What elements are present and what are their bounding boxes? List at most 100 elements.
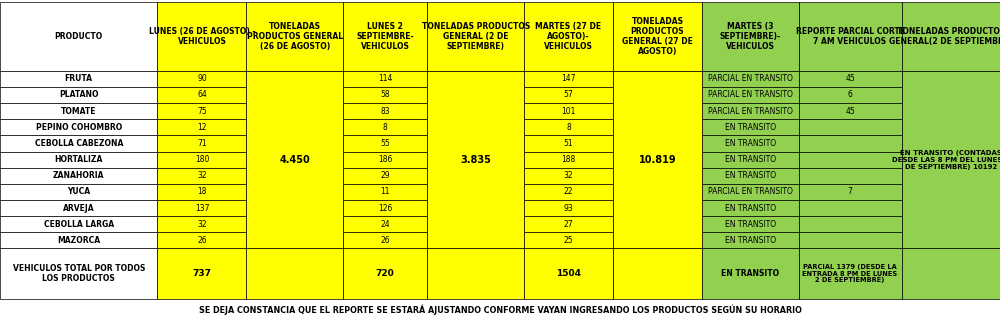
Text: 57: 57: [564, 91, 573, 100]
Bar: [246, 184, 343, 200]
Text: TONELADAS
PRODUCTOS GENERAL
(26 DE AGOSTO): TONELADAS PRODUCTOS GENERAL (26 DE AGOST…: [247, 22, 343, 51]
Bar: [799, 168, 902, 184]
Bar: [427, 71, 524, 249]
Text: 24: 24: [380, 220, 390, 229]
Bar: [157, 152, 246, 168]
Bar: [524, 2, 613, 71]
Bar: [246, 71, 343, 87]
Bar: [343, 87, 427, 103]
Bar: [613, 119, 702, 135]
Bar: [902, 71, 1000, 87]
Bar: [702, 232, 799, 249]
Bar: [613, 2, 702, 71]
Bar: [427, 71, 524, 87]
Bar: [524, 119, 613, 135]
Bar: [524, 184, 613, 200]
Text: EN TRANSITO: EN TRANSITO: [725, 236, 776, 245]
Text: 29: 29: [380, 171, 390, 180]
Text: HORTALIZA: HORTALIZA: [55, 155, 103, 164]
Bar: [702, 184, 799, 200]
Bar: [427, 249, 524, 299]
Bar: [799, 152, 902, 168]
Bar: [702, 152, 799, 168]
Text: 64: 64: [197, 91, 207, 100]
Text: SE DEJA CONSTANCIA QUE EL REPORTE SE ESTARÁ AJUSTANDO CONFORME VAYAN INGRESANDO : SE DEJA CONSTANCIA QUE EL REPORTE SE EST…: [199, 305, 801, 315]
Text: CEBOLLA CABEZONA: CEBOLLA CABEZONA: [35, 139, 123, 148]
Bar: [157, 184, 246, 200]
Text: PLATANO: PLATANO: [59, 91, 98, 100]
Bar: [613, 87, 702, 103]
Bar: [0, 71, 157, 87]
Bar: [343, 119, 427, 135]
Bar: [246, 135, 343, 152]
Bar: [799, 135, 902, 152]
Bar: [524, 200, 613, 216]
Bar: [902, 103, 1000, 119]
Bar: [902, 184, 1000, 200]
Bar: [799, 87, 902, 103]
Text: 180: 180: [195, 155, 209, 164]
Text: 8: 8: [383, 123, 388, 132]
Bar: [613, 71, 702, 249]
Bar: [799, 249, 902, 299]
Text: 45: 45: [845, 107, 855, 115]
Text: MAZORCA: MAZORCA: [57, 236, 100, 245]
Text: 186: 186: [378, 155, 392, 164]
Bar: [524, 216, 613, 232]
Bar: [343, 152, 427, 168]
Bar: [702, 71, 799, 87]
Bar: [246, 119, 343, 135]
Bar: [0, 184, 157, 200]
Bar: [702, 135, 799, 152]
Bar: [0, 152, 157, 168]
Bar: [427, 168, 524, 184]
Bar: [0, 103, 157, 119]
Bar: [702, 200, 799, 216]
Text: 26: 26: [380, 236, 390, 245]
Text: 3.835: 3.835: [460, 155, 491, 165]
Text: 32: 32: [197, 220, 207, 229]
Text: 83: 83: [380, 107, 390, 115]
Text: 32: 32: [564, 171, 573, 180]
Text: 55: 55: [380, 139, 390, 148]
Text: 71: 71: [197, 139, 207, 148]
Bar: [157, 216, 246, 232]
Text: 126: 126: [378, 204, 392, 212]
Text: ZANAHORIA: ZANAHORIA: [53, 171, 104, 180]
Bar: [902, 2, 1000, 71]
Bar: [524, 87, 613, 103]
Text: FRUTA: FRUTA: [65, 74, 93, 83]
Bar: [157, 200, 246, 216]
Bar: [902, 232, 1000, 249]
Text: 720: 720: [376, 269, 395, 278]
Bar: [524, 249, 613, 299]
Bar: [702, 2, 799, 71]
Text: 6: 6: [848, 91, 852, 100]
Bar: [427, 119, 524, 135]
Bar: [343, 249, 427, 299]
Text: 22: 22: [564, 188, 573, 197]
Bar: [343, 232, 427, 249]
Bar: [702, 87, 799, 103]
Text: PEPINO COHOMBRO: PEPINO COHOMBRO: [36, 123, 122, 132]
Bar: [902, 119, 1000, 135]
Text: TOMATE: TOMATE: [61, 107, 96, 115]
Text: PRODUCTO: PRODUCTO: [55, 32, 103, 41]
Bar: [343, 216, 427, 232]
Bar: [343, 2, 427, 71]
Text: 75: 75: [197, 107, 207, 115]
Text: 25: 25: [564, 236, 573, 245]
Bar: [246, 152, 343, 168]
Bar: [246, 168, 343, 184]
Text: PARCIAL EN TRANSITO: PARCIAL EN TRANSITO: [708, 91, 793, 100]
Bar: [613, 232, 702, 249]
Text: 45: 45: [845, 74, 855, 83]
Bar: [0, 87, 157, 103]
Bar: [702, 103, 799, 119]
Text: EN TRANSITO: EN TRANSITO: [721, 269, 779, 278]
Text: EN TRANSITO: EN TRANSITO: [725, 204, 776, 212]
Bar: [427, 87, 524, 103]
Bar: [902, 152, 1000, 168]
Text: 32: 32: [197, 171, 207, 180]
Bar: [246, 216, 343, 232]
